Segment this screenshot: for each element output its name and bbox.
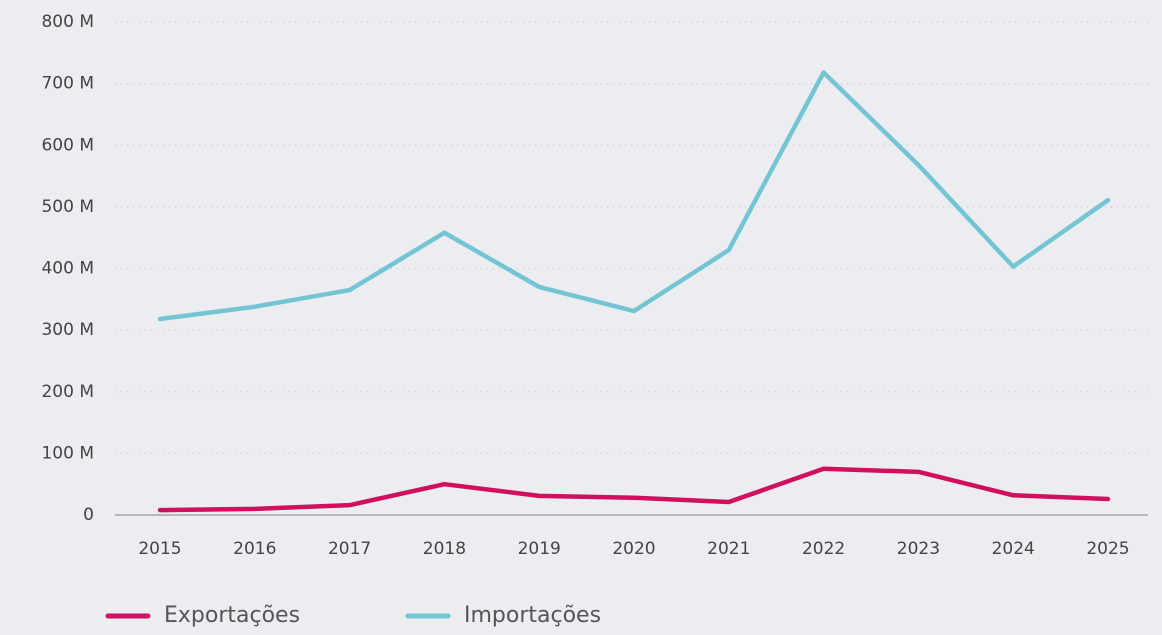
series-line bbox=[157, 466, 1111, 513]
legend: Exportações Importações bbox=[105, 603, 601, 628]
y-tick-label: 700 M bbox=[41, 74, 94, 94]
x-tick-label: 2021 bbox=[707, 539, 750, 559]
x-tick-label: 2015 bbox=[138, 539, 181, 559]
y-tick-label: 300 M bbox=[41, 320, 94, 340]
y-tick-label: 500 M bbox=[41, 197, 94, 217]
legend-label: Exportações bbox=[164, 603, 300, 628]
y-tick-label: 800 M bbox=[41, 12, 94, 32]
y-tick-label: 600 M bbox=[41, 135, 94, 155]
y-tick-label: 0 bbox=[83, 505, 94, 525]
x-tick-label: 2018 bbox=[423, 539, 466, 559]
x-tick-label: 2016 bbox=[233, 539, 276, 559]
y-tick-label: 400 M bbox=[41, 259, 94, 279]
x-tick-label: 2017 bbox=[328, 539, 371, 559]
x-tick-label: 2025 bbox=[1086, 539, 1129, 559]
y-tick-label: 200 M bbox=[41, 382, 94, 402]
legend-label: Importações bbox=[464, 603, 601, 628]
x-tick-label: 2019 bbox=[518, 539, 561, 559]
x-tick-label: 2022 bbox=[802, 539, 845, 559]
x-tick-label: 2020 bbox=[612, 539, 655, 559]
y-tick-label: 100 M bbox=[41, 443, 94, 463]
x-tick-label: 2023 bbox=[897, 539, 940, 559]
x-tick-label: 2024 bbox=[992, 539, 1035, 559]
series-line bbox=[157, 70, 1111, 322]
